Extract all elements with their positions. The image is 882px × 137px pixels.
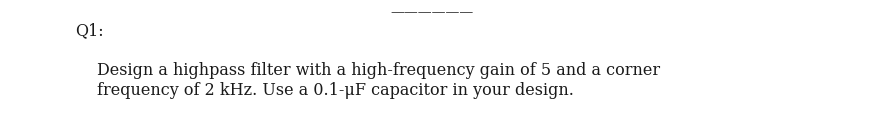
- Text: Q1:: Q1:: [75, 22, 103, 39]
- Text: Design a highpass filter with a high-frequency gain of 5 and a corner: Design a highpass filter with a high-fre…: [97, 62, 660, 79]
- Text: ——————: ——————: [390, 5, 474, 19]
- Text: frequency of 2 kHz. Use a 0.1-μF capacitor in your design.: frequency of 2 kHz. Use a 0.1-μF capacit…: [97, 82, 574, 99]
